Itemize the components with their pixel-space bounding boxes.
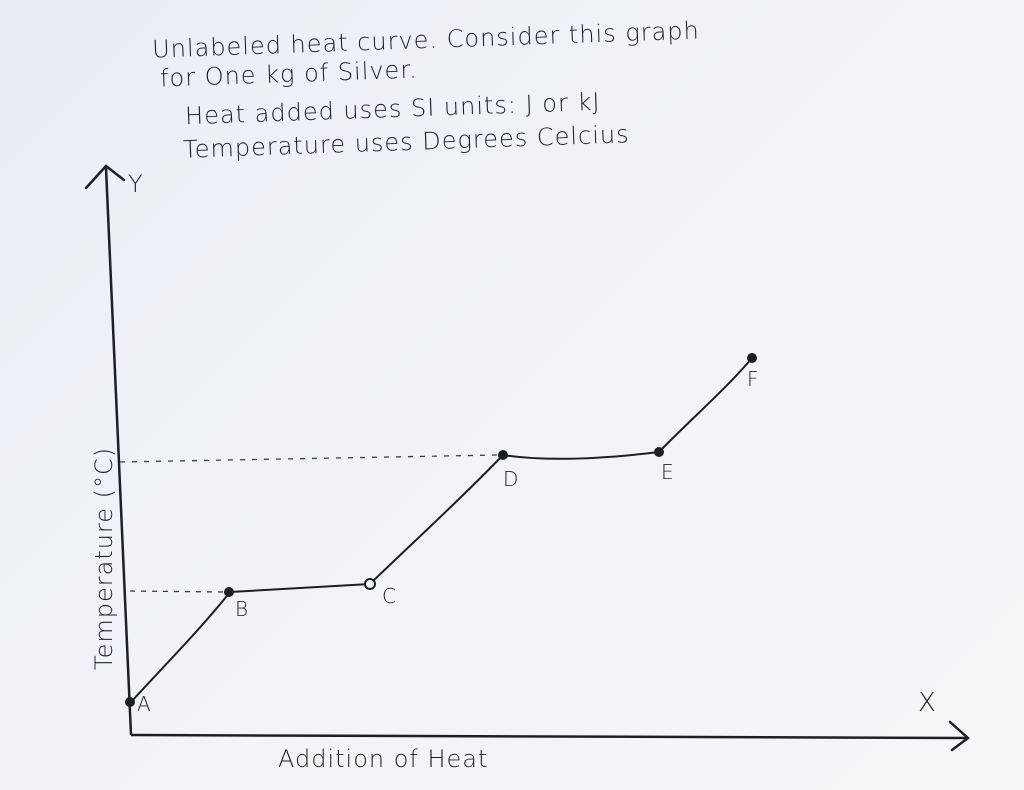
x-axis-arrowhead	[948, 720, 970, 752]
curve-segment-cd	[369, 454, 504, 585]
curve-segment-ef	[658, 357, 753, 453]
x-axis-line	[130, 733, 969, 740]
dashed-guide-de	[119, 454, 499, 463]
point-label-e: E	[661, 460, 674, 484]
point-e	[654, 447, 664, 457]
point-label-a: A	[137, 692, 151, 716]
point-label-f: F	[747, 367, 759, 391]
curve-segment-ab	[130, 591, 231, 703]
y-axis-letter: Y	[128, 170, 143, 198]
x-axis-letter: X	[918, 688, 936, 718]
point-a	[125, 697, 135, 707]
point-label-c: C	[382, 584, 396, 608]
y-axis-title: Temperature (°C)	[90, 446, 118, 670]
point-f	[747, 353, 757, 363]
point-b	[224, 587, 234, 597]
x-axis-title: Addition of Heat	[278, 745, 489, 773]
point-label-b: B	[235, 597, 249, 621]
curve-segment-de	[502, 451, 660, 460]
point-d	[498, 450, 508, 460]
y-axis-line	[104, 167, 133, 736]
curve-segment-bc	[229, 583, 371, 593]
point-c	[364, 578, 376, 590]
y-axis-arrowhead	[84, 164, 126, 190]
dashed-guide-bc	[129, 590, 227, 593]
point-label-d: D	[503, 467, 519, 491]
